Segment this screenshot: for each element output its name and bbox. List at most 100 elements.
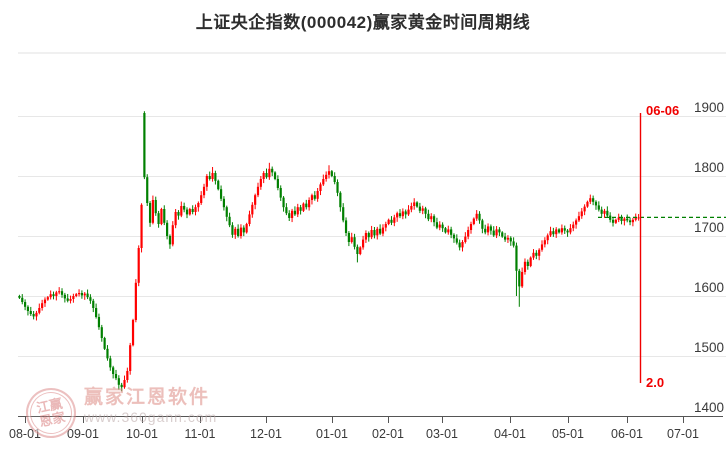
candle-body	[444, 228, 447, 233]
candle-body	[231, 225, 234, 235]
candle-body	[390, 219, 393, 223]
candle-body	[398, 213, 402, 217]
candle-body	[109, 358, 112, 368]
candle-body	[609, 215, 612, 220]
candle-body	[100, 327, 103, 338]
candle-body	[515, 245, 518, 271]
candle-body	[600, 209, 603, 214]
candle-body	[336, 182, 339, 193]
candle-body	[63, 294, 66, 299]
candle-body	[563, 228, 566, 231]
candle-body	[77, 293, 81, 295]
candle-body	[194, 207, 197, 212]
candle-body	[146, 177, 149, 203]
candle-body	[577, 216, 581, 221]
candle-body	[55, 292, 58, 296]
x-axis-label: 01-01	[316, 427, 348, 441]
candle-body	[424, 208, 427, 214]
candle-body	[251, 204, 254, 215]
candle-body	[262, 173, 265, 179]
candle-body	[555, 229, 558, 235]
candle-body	[282, 197, 285, 208]
candle-body	[620, 217, 623, 221]
candle-body	[523, 261, 527, 272]
candle-body	[259, 179, 262, 187]
x-axis-label: 12-01	[250, 427, 282, 441]
candle-body	[401, 211, 404, 217]
candle-body	[299, 207, 302, 211]
x-axis-label: 04-01	[494, 427, 526, 441]
candle-body	[339, 192, 342, 208]
candle-body	[103, 338, 106, 349]
candle-body	[606, 210, 609, 216]
candle-body	[123, 380, 126, 388]
candle-body	[242, 227, 245, 233]
candle-body	[418, 206, 421, 211]
x-axis-label: 11-01	[184, 427, 215, 441]
candle-body	[66, 298, 69, 301]
candle-body	[518, 270, 521, 287]
candle-body	[177, 212, 180, 216]
candle-body	[529, 257, 532, 266]
candle-body	[452, 234, 456, 239]
candle-body	[350, 237, 353, 242]
candle-body	[302, 203, 305, 211]
candle-body	[478, 213, 481, 221]
candle-body	[120, 384, 123, 388]
candle-body	[503, 236, 507, 240]
candle-body	[367, 233, 370, 238]
candle-body	[202, 186, 206, 196]
candle-body	[432, 216, 436, 223]
candle-body	[594, 201, 598, 206]
candle-body	[239, 227, 243, 236]
candle-body	[166, 222, 169, 236]
candle-body	[617, 217, 620, 220]
candle-body	[333, 176, 336, 182]
candle-body	[396, 213, 399, 218]
candle-body	[611, 219, 615, 223]
x-axis-label: 07-01	[667, 427, 699, 441]
candle-body	[586, 201, 589, 207]
candle-body	[26, 306, 30, 311]
candle-body	[208, 176, 211, 179]
event-date-label: 06-06	[646, 103, 680, 118]
candle-body	[256, 186, 260, 196]
candle-body	[427, 213, 430, 220]
candle-body	[157, 213, 160, 224]
candle-body	[583, 206, 586, 212]
candle-body	[330, 171, 333, 176]
candle-body	[589, 198, 592, 202]
page-title: 上证央企指数(000042)赢家黄金时间周期线	[195, 13, 531, 32]
candle-body	[455, 238, 458, 243]
candle-body	[484, 228, 487, 233]
candle-body	[325, 174, 328, 179]
candle-body	[498, 229, 501, 233]
candle-body	[163, 209, 166, 223]
candle-body	[305, 203, 308, 208]
candle-body	[469, 224, 473, 230]
candle-body	[106, 348, 109, 359]
candle-body	[626, 218, 629, 221]
candle-body	[552, 231, 555, 235]
candle-body	[546, 235, 549, 241]
candle-body	[86, 293, 89, 298]
candle-body	[413, 202, 416, 206]
x-axis-label: 08-01	[9, 427, 41, 441]
candle-body	[205, 176, 208, 187]
candle-body	[191, 209, 194, 212]
candle-body	[219, 189, 223, 199]
candle-body	[327, 171, 331, 175]
candle-body	[288, 213, 291, 218]
candle-body	[384, 224, 387, 228]
candle-body	[268, 168, 271, 178]
candle-body	[486, 226, 490, 233]
candle-body	[32, 314, 35, 317]
x-axis-label: 10-01	[126, 427, 158, 441]
candle-body	[526, 261, 529, 266]
candle-body	[597, 205, 600, 210]
candle-body	[628, 220, 632, 223]
candle-body	[38, 308, 41, 313]
candle-body	[421, 208, 424, 211]
candle-body	[225, 207, 228, 217]
candle-body	[492, 230, 495, 236]
